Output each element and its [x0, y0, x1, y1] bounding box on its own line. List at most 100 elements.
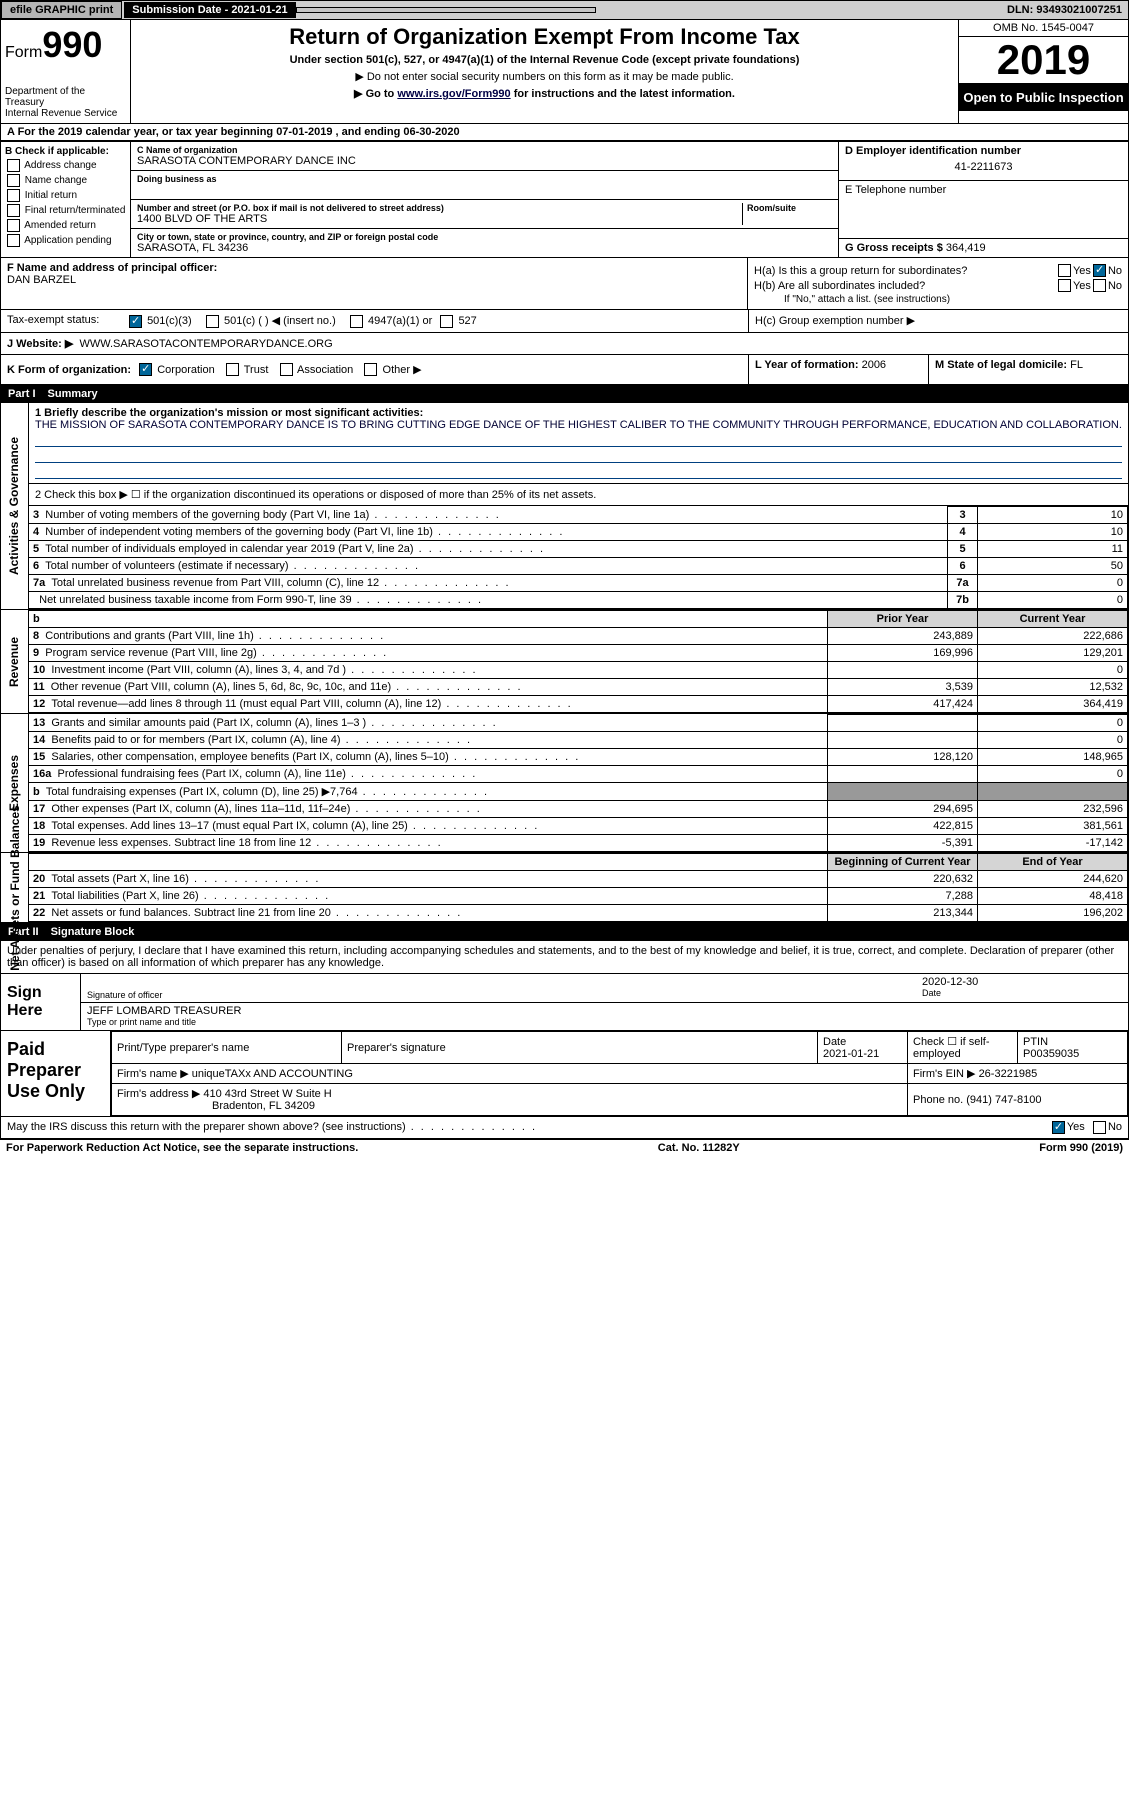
summary-rev: Revenue bPrior YearCurrent Year 8 Contri… [0, 610, 1129, 714]
side-na: Net Assets or Fund Balances [1, 853, 29, 922]
box-m: M State of legal domicile: FL [928, 355, 1128, 385]
sign-here-row: Sign Here Signature of officer 2020-12-3… [1, 973, 1128, 1030]
ha-yes[interactable] [1058, 264, 1071, 277]
efile-button[interactable]: efile GRAPHIC print [1, 1, 122, 19]
part2-header: Part II Signature Block [0, 923, 1129, 941]
org-name-label: C Name of organization [137, 145, 832, 155]
dba-label: Doing business as [137, 174, 832, 184]
subtitle-1: Under section 501(c), 527, or 4947(a)(1)… [141, 54, 948, 66]
header-right: OMB No. 1545-0047 2019 Open to Public In… [958, 20, 1128, 123]
prep-name-hdr: Print/Type preparer's name [112, 1032, 342, 1064]
open-to-public: Open to Public Inspection [959, 84, 1128, 111]
discuss-text: May the IRS discuss this return with the… [7, 1121, 1050, 1134]
cb-amended[interactable]: Amended return [5, 219, 126, 232]
tax-exempt-label: Tax-exempt status: [7, 314, 127, 328]
gross-receipts: 364,419 [946, 242, 986, 254]
form-label: Form [5, 44, 42, 61]
mission-text: THE MISSION OF SARASOTA CONTEMPORARY DAN… [35, 419, 1122, 431]
subtitle-3: ▶ Go to www.irs.gov/Form990 for instruct… [141, 87, 948, 100]
hb-no[interactable] [1093, 279, 1106, 292]
cb-501c3[interactable] [129, 315, 142, 328]
row-k-l-m: K Form of organization: Corporation Trus… [0, 355, 1129, 386]
firm-addr2: Bradenton, FL 34209 [117, 1100, 315, 1112]
box-d-e-g: D Employer identification number 41-2211… [838, 142, 1128, 257]
tel-label: E Telephone number [845, 184, 1122, 196]
section-b-to-g: B Check if applicable: Address change Na… [0, 141, 1129, 258]
footer-right: Form 990 (2019) [1039, 1142, 1123, 1154]
q2-row: 2 Check this box ▶ ☐ if the organization… [29, 484, 1128, 506]
dept-treasury: Department of the Treasury [5, 86, 126, 108]
side-rev: Revenue [1, 610, 29, 713]
cb-initial[interactable]: Initial return [5, 189, 126, 202]
ag-table: 3 Number of voting members of the govern… [29, 506, 1128, 609]
ptin: P00359035 [1023, 1048, 1079, 1060]
officer-name: DAN BARZEL [7, 274, 741, 286]
typed-name-label: Type or print name and title [87, 1017, 1122, 1027]
cb-assoc[interactable] [280, 363, 293, 376]
firm-phone: (941) 747-8100 [966, 1094, 1041, 1106]
irs-label: Internal Revenue Service [5, 108, 126, 119]
footer-left: For Paperwork Reduction Act Notice, see … [6, 1142, 358, 1154]
declaration: Under penalties of perjury, I declare th… [1, 941, 1128, 973]
room-label: Room/suite [747, 203, 832, 213]
form-990: 990 [42, 24, 102, 65]
box-k: K Form of organization: Corporation Trus… [1, 355, 748, 385]
summary-exp: Expenses 13 Grants and similar amounts p… [0, 714, 1129, 853]
discuss-row: May the IRS discuss this return with the… [0, 1117, 1129, 1139]
top-bar: efile GRAPHIC print Submission Date - 20… [0, 0, 1129, 20]
hb-note: If "No," attach a list. (see instruction… [754, 294, 1122, 305]
irs-link[interactable]: www.irs.gov/Form990 [397, 88, 510, 100]
row-f-h: F Name and address of principal officer:… [0, 258, 1129, 310]
mission-block: 1 Briefly describe the organization's mi… [29, 403, 1128, 484]
cb-501c[interactable] [206, 315, 219, 328]
paid-preparer: Paid Preparer Use Only Print/Type prepar… [0, 1031, 1129, 1117]
footer-center: Cat. No. 11282Y [658, 1142, 740, 1154]
cb-name[interactable]: Name change [5, 174, 126, 187]
discuss-no[interactable] [1093, 1121, 1106, 1134]
gross-label: G Gross receipts $ [845, 242, 943, 254]
form-title: Return of Organization Exempt From Incom… [141, 24, 948, 50]
header-center: Return of Organization Exempt From Incom… [131, 20, 958, 123]
box-b: B Check if applicable: Address change Na… [1, 142, 131, 257]
part1-header: Part I Summary [0, 385, 1129, 403]
summary-ag: Activities & Governance 1 Briefly descri… [0, 403, 1129, 610]
city-state-zip: SARASOTA, FL 34236 [137, 242, 832, 254]
form-id-block: Form990 Department of the Treasury Inter… [1, 20, 131, 123]
sig-officer-label: Signature of officer [87, 990, 922, 1000]
cb-pending[interactable]: Application pending [5, 234, 126, 247]
side-ag: Activities & Governance [1, 403, 29, 609]
prep-date: 2021-01-21 [823, 1048, 879, 1060]
na-table: Beginning of Current YearEnd of Year 20 … [29, 853, 1128, 922]
ein: 41-2211673 [845, 157, 1122, 177]
cb-4947[interactable] [350, 315, 363, 328]
tax-year: 2019 [959, 37, 1128, 84]
paid-title: Paid Preparer Use Only [1, 1031, 111, 1116]
discuss-yes[interactable] [1052, 1121, 1065, 1134]
self-emp: Check ☐ if self-employed [908, 1032, 1018, 1064]
box-c: C Name of organization SARASOTA CONTEMPO… [131, 142, 838, 257]
tax-exempt-row: Tax-exempt status: 501(c)(3) 501(c) ( ) … [0, 310, 1129, 333]
firm-addr1: 410 43rd Street W Suite H [203, 1088, 331, 1100]
ha-no[interactable] [1093, 264, 1106, 277]
org-name: SARASOTA CONTEMPORARY DANCE INC [137, 155, 832, 167]
prep-sig-hdr: Preparer's signature [342, 1032, 818, 1064]
omb-no: OMB No. 1545-0047 [959, 20, 1128, 37]
cb-other[interactable] [364, 363, 377, 376]
cb-527[interactable] [440, 315, 453, 328]
website-url: WWW.SARASOTACONTEMPORARYDANCE.ORG [79, 338, 332, 350]
box-b-label: B Check if applicable: [5, 146, 126, 157]
cb-final[interactable]: Final return/terminated [5, 204, 126, 217]
ein-label: D Employer identification number [845, 145, 1122, 157]
hb-yes[interactable] [1058, 279, 1071, 292]
cb-address[interactable]: Address change [5, 159, 126, 172]
cb-corp[interactable] [139, 363, 152, 376]
sign-here: Sign Here [1, 974, 81, 1030]
exp-table: 13 Grants and similar amounts paid (Part… [29, 714, 1128, 852]
signature-block: Under penalties of perjury, I declare th… [0, 941, 1129, 1031]
officer-typed: JEFF LOMBARD TREASURER [87, 1005, 1122, 1017]
cb-trust[interactable] [226, 363, 239, 376]
street-address: 1400 BLVD OF THE ARTS [137, 213, 742, 225]
q1-label: 1 Briefly describe the organization's mi… [35, 407, 1122, 419]
subtitle-2: ▶ Do not enter social security numbers o… [141, 70, 948, 83]
box-h: H(a) Is this a group return for subordin… [748, 258, 1128, 309]
